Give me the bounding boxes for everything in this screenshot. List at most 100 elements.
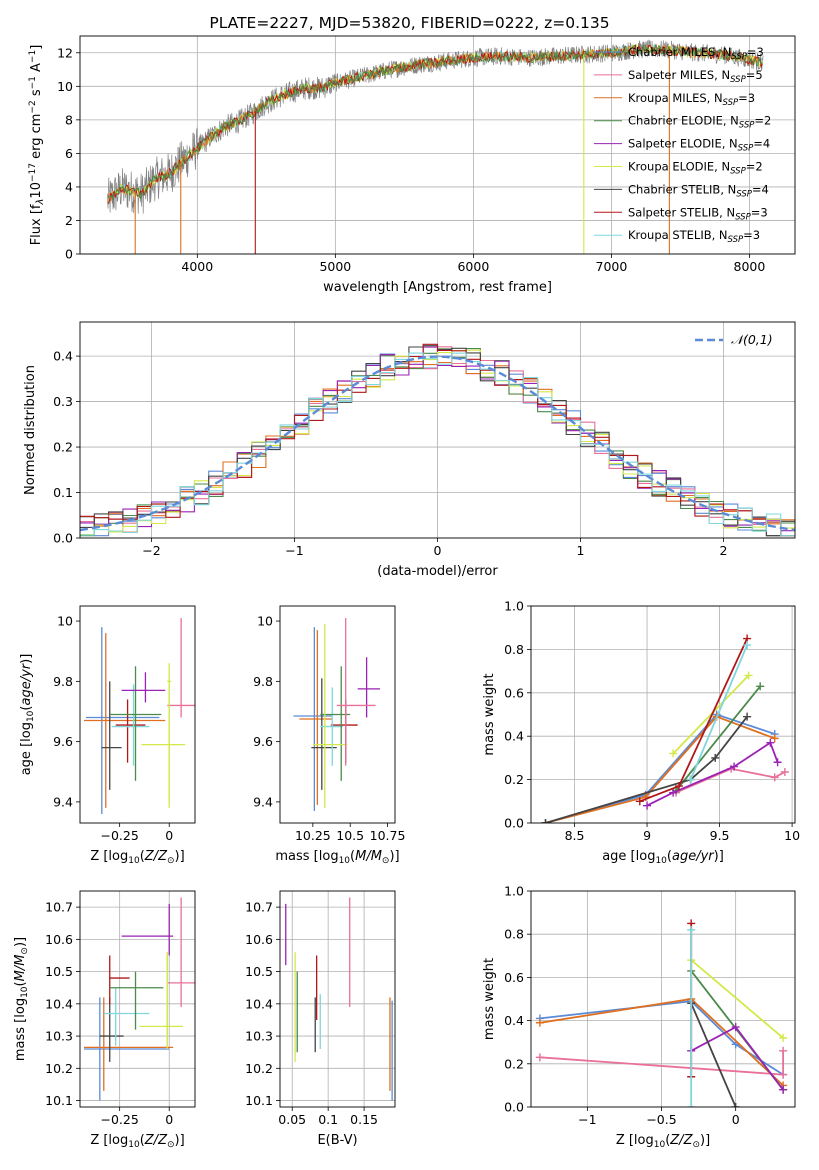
y-tick-label: 0.6 xyxy=(504,970,524,985)
y-axis-label: age [log10(age/yr)] xyxy=(19,654,36,776)
x-tick-label: 0.1 xyxy=(318,1112,338,1127)
panel-weight_vs_Z xyxy=(527,890,796,1111)
legend-label: Chabrier STELIB, NSSP=4 xyxy=(628,182,769,199)
y-tick-label: 10.2 xyxy=(45,1061,73,1076)
plot-area-mass_vs_Z xyxy=(80,891,195,1107)
x-tick-label: 8000 xyxy=(734,259,766,274)
weight-marker xyxy=(743,641,752,650)
y-tick-label: 0.0 xyxy=(504,816,524,831)
weight-marker xyxy=(779,1070,788,1079)
x-tick-label: 2 xyxy=(720,543,728,558)
y-tick-label: 0.1 xyxy=(53,485,73,500)
y-tick-label: 10.5 xyxy=(45,964,73,979)
weight-marker xyxy=(535,1053,544,1062)
panel-spectrum xyxy=(76,35,796,258)
y-tick-label: 10.6 xyxy=(245,932,273,947)
model-spectrum-kroupa_miles xyxy=(107,43,763,203)
y-tick-label: 10.3 xyxy=(45,1029,73,1044)
panel-age_vs_mass xyxy=(276,605,396,827)
weight-marker xyxy=(773,758,782,767)
axes-frame xyxy=(79,605,196,824)
errorbar-salpeter_stelib xyxy=(330,699,358,763)
weight-marker xyxy=(687,1103,696,1107)
y-tick-label: 9.6 xyxy=(253,734,273,749)
legend-label: 𝒩(0,1) xyxy=(731,332,773,347)
y-tick-label: 2 xyxy=(65,213,73,228)
errorbar-chabrier_miles xyxy=(83,997,170,1101)
weight-marker xyxy=(779,1085,788,1094)
errorbar-chabrier_stelib xyxy=(99,997,124,1062)
y-tick-label: 1.0 xyxy=(504,599,524,614)
axes-frame xyxy=(279,890,396,1108)
y-tick-label: 10.5 xyxy=(245,964,273,979)
y-tick-label: 10.1 xyxy=(45,1093,73,1108)
y-tick-label: 0.4 xyxy=(504,1013,524,1028)
axes-frame xyxy=(79,890,196,1108)
x-axis-label: (data-model)/error xyxy=(377,564,498,579)
weight-marker xyxy=(731,1023,740,1032)
legend-label: Chabrier MILES, NSSP=3 xyxy=(628,45,764,62)
axes-frame xyxy=(530,890,796,1108)
y-axis-label: Normed distribution xyxy=(23,365,38,495)
weight-marker xyxy=(669,788,678,797)
errorbar-salpeter_miles xyxy=(167,618,195,718)
y-tick-label: 0.6 xyxy=(504,685,524,700)
y-tick-label: 10.1 xyxy=(245,1093,273,1108)
y-axis-label: Flux [fλ10−17 erg cm−2 s−1 A−1] xyxy=(28,45,46,246)
y-tick-label: 0.4 xyxy=(504,729,524,744)
y-tick-label: 10.7 xyxy=(245,900,273,915)
x-tick-label: −0.25 xyxy=(100,828,138,843)
weight-marker xyxy=(711,753,720,762)
x-tick-label: −0.25 xyxy=(100,1112,138,1127)
y-tick-label: 0.3 xyxy=(53,394,73,409)
y-tick-label: 10.4 xyxy=(45,996,73,1011)
plot-area-weight_vs_Z xyxy=(531,891,795,1107)
y-tick-label: 10.2 xyxy=(245,1061,273,1076)
y-tick-label: 8 xyxy=(65,112,73,127)
figure-title: PLATE=2227, MJD=53820, FIBERID=0222, z=0… xyxy=(209,14,609,32)
y-tick-label: 9.8 xyxy=(253,674,273,689)
x-tick-label: 1 xyxy=(577,543,585,558)
x-axis-label: E(B-V) xyxy=(317,1133,357,1148)
axes-frame xyxy=(79,321,796,539)
weight-marker xyxy=(770,734,779,743)
errorbar-salpeter_elodie xyxy=(121,672,166,703)
x-tick-label: 10.5 xyxy=(336,828,364,843)
errorbar-chabrier_elodie xyxy=(109,971,164,1030)
plot-area-residuals xyxy=(80,322,795,538)
errorbar-chabrier_stelib xyxy=(311,678,337,790)
plot-area-age_vs_Z xyxy=(83,618,195,814)
legend-label: Salpeter MILES, NSSP=5 xyxy=(628,68,763,85)
weight-line-kroupa_stelib xyxy=(689,644,748,780)
legend-label: Chabrier ELODIE, NSSP=2 xyxy=(628,114,771,131)
x-tick-label: 0 xyxy=(732,1112,740,1127)
x-axis-label: Z [log10(Z/Z⊙)] xyxy=(90,1133,184,1150)
x-tick-label: 0 xyxy=(434,543,442,558)
y-tick-label: 0.0 xyxy=(504,1100,524,1115)
y-tick-label: 10 xyxy=(57,614,73,629)
x-tick-label: 8.5 xyxy=(565,828,585,843)
y-tick-label: 10.7 xyxy=(45,900,73,915)
errorbar-kroupa_stelib xyxy=(103,987,150,1046)
errorbar-salpeter_miles xyxy=(167,897,195,1008)
errorbar-salpeter_stelib xyxy=(115,699,146,763)
y-tick-label: 0.0 xyxy=(53,531,73,546)
weight-marker xyxy=(779,1033,788,1042)
model-spectrum-chabrier_elodie xyxy=(107,43,763,201)
errorbar-kroupa_elodie xyxy=(139,952,184,1049)
x-tick-label: 5000 xyxy=(319,259,351,274)
y-tick-label: 10 xyxy=(257,614,273,629)
x-tick-label: 4000 xyxy=(181,259,213,274)
weight-marker xyxy=(756,682,765,691)
x-axis-label: mass [log10(M/M⊙)] xyxy=(275,849,399,866)
weight-line-kroupa_elodie xyxy=(672,674,750,755)
x-tick-label: −0.5 xyxy=(646,1112,676,1127)
weight-marker xyxy=(669,749,678,758)
weight-marker xyxy=(686,775,695,784)
weight-line-chabrier_stelib xyxy=(690,1002,737,1107)
x-axis-label: wavelength [Angstrom, rest frame] xyxy=(323,280,552,295)
errorbar-salpeter_miles xyxy=(336,618,376,766)
weight-marker xyxy=(770,773,779,782)
x-tick-label: 10 xyxy=(784,828,800,843)
